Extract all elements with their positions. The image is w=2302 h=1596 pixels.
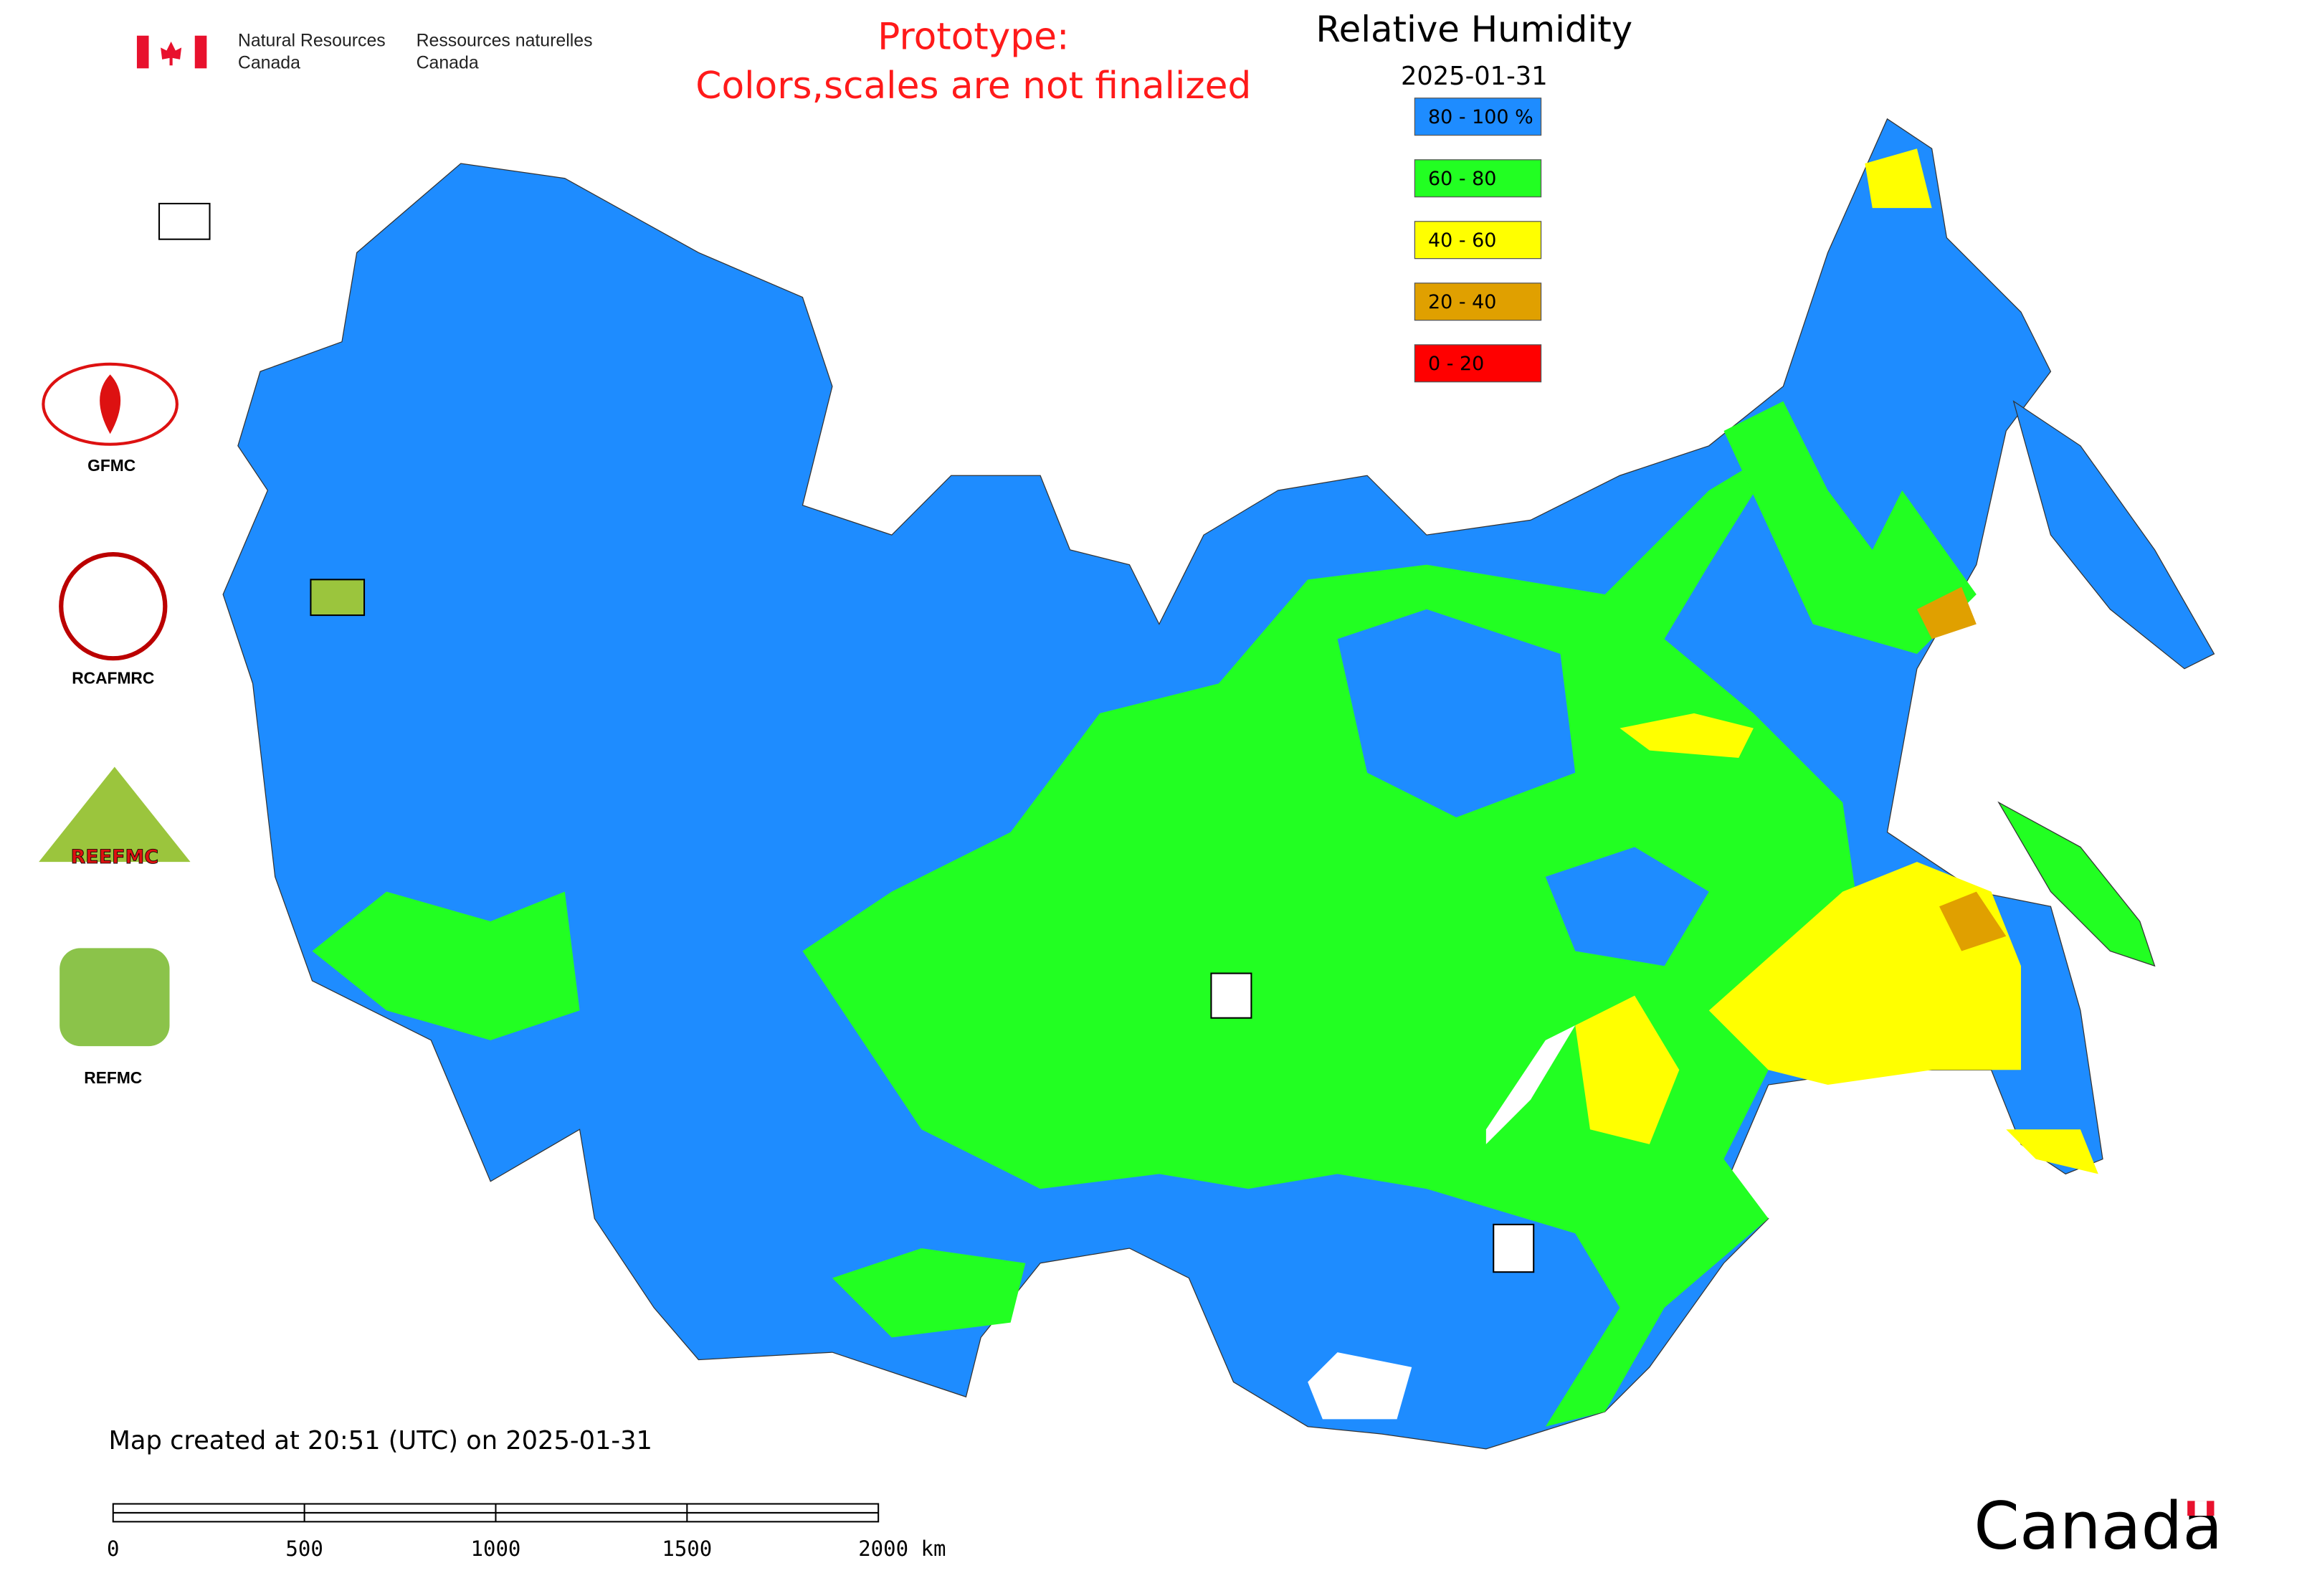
scale-label: 0 bbox=[107, 1536, 119, 1561]
legend-label: 0 - 20 bbox=[1428, 353, 1484, 375]
map bbox=[222, 118, 2215, 1450]
legend: Relative Humidity 2025-01-31 80 - 100 % 6… bbox=[1316, 9, 1632, 383]
scale-label: 2000 km bbox=[858, 1536, 946, 1561]
legend-swatch bbox=[1414, 221, 1542, 260]
maple-leaf bbox=[161, 42, 182, 66]
logo-label: REFMC bbox=[84, 1068, 142, 1087]
humidity-zone bbox=[1723, 401, 1977, 654]
notice: Prototype: bbox=[877, 15, 1069, 58]
canada-wordmark: Canada bbox=[1974, 1488, 2222, 1564]
logos: GFMC RCAFMRC REEFMC REFMC bbox=[39, 202, 1535, 1273]
legend-label: 40 - 60 bbox=[1428, 229, 1496, 252]
legend-date: 2025-01-31 bbox=[1401, 62, 1548, 91]
logo-marker bbox=[158, 202, 211, 240]
flag-bar bbox=[136, 35, 149, 69]
legend-label: 80 - 100 % bbox=[1428, 106, 1533, 128]
logo-marker bbox=[1493, 1223, 1535, 1273]
scale-label: 1500 bbox=[662, 1536, 712, 1561]
lake bbox=[1485, 1025, 1576, 1144]
humidity-zone bbox=[2006, 1129, 2098, 1174]
agency-fr: Ressources naturelles bbox=[417, 30, 593, 50]
agency-en: Natural Resources bbox=[238, 30, 386, 50]
humidity-zone bbox=[1916, 586, 1977, 640]
logo-label: RCAFMRC bbox=[72, 668, 154, 687]
legend-swatch bbox=[1414, 344, 1542, 383]
humidity-zone bbox=[1939, 891, 2007, 951]
legend-label: 60 - 80 bbox=[1428, 168, 1496, 190]
notice: Colors,scales are not finalized bbox=[695, 65, 1251, 108]
humidity-zone bbox=[312, 891, 580, 1040]
humidity-zone bbox=[1575, 995, 1680, 1144]
agency-fr: Canada bbox=[417, 52, 479, 72]
humidity-zone bbox=[1865, 148, 1932, 209]
humidity-zone bbox=[1620, 713, 1754, 759]
logo-refmc bbox=[60, 948, 170, 1047]
scale-label: 1000 bbox=[471, 1536, 521, 1561]
logo-text: REEFMC bbox=[71, 846, 159, 868]
legend-title: Relative Humidity bbox=[1316, 9, 1632, 50]
humidity-zone bbox=[832, 1248, 1026, 1338]
humidity-zone bbox=[1545, 847, 1709, 966]
logo-reefmc bbox=[39, 766, 191, 863]
humidity-zone bbox=[802, 445, 1858, 1427]
legend-label: 20 - 40 bbox=[1428, 291, 1496, 313]
logo-rcafmrc bbox=[59, 551, 168, 661]
legend-swatch bbox=[1414, 98, 1542, 136]
logo-marker bbox=[1210, 972, 1252, 1019]
wordmark: Canada bbox=[1974, 1488, 2222, 1564]
land-region bbox=[2012, 400, 2215, 670]
scale-label: 500 bbox=[285, 1536, 323, 1561]
lake bbox=[1308, 1352, 1412, 1420]
wordmark-flag bbox=[2194, 1501, 2207, 1516]
flag-bar bbox=[194, 35, 207, 69]
logo-label: GFMC bbox=[87, 456, 135, 475]
humidity-zone bbox=[1708, 862, 2022, 1086]
humidity-zone bbox=[1337, 609, 1576, 817]
land-region bbox=[1997, 801, 2156, 967]
scale-bar: 0 500 1000 1500 2000 km bbox=[107, 1503, 946, 1561]
legend-swatch bbox=[1414, 282, 1542, 321]
created-note: Map created at 20:51 (UTC) on 2025-01-31 bbox=[109, 1426, 652, 1455]
gov-header: Natural Resources Canada Ressources natu… bbox=[136, 30, 593, 72]
logo-flame bbox=[100, 374, 121, 434]
legend-swatch bbox=[1414, 159, 1542, 198]
logo-marker bbox=[310, 579, 366, 617]
agency-en: Canada bbox=[238, 52, 300, 72]
